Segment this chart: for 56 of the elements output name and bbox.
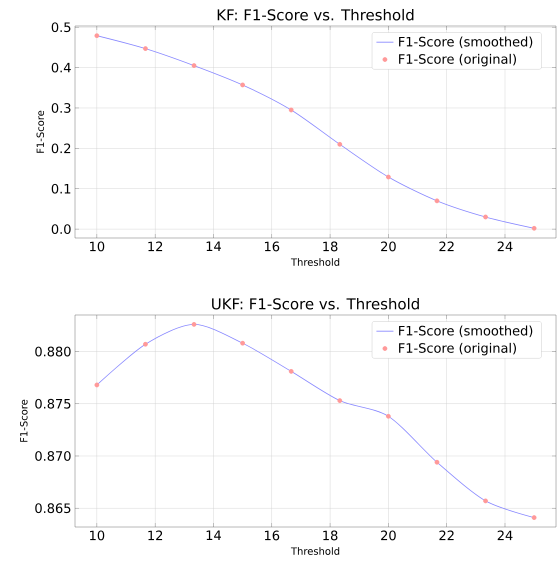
point (192, 322, 196, 327)
x-tick-label: 20 (381, 530, 396, 540)
legend-label: F1-Score (original) (399, 54, 516, 66)
point (483, 498, 488, 504)
point (532, 515, 537, 520)
y-tick-label: 0.865 (35, 503, 70, 514)
point (288, 108, 294, 112)
point (483, 214, 488, 220)
point (386, 414, 391, 419)
x-tick-label: 18 (323, 242, 338, 252)
y-tick-label: 0.4 (52, 62, 71, 72)
x-tick-label: 20 (381, 242, 396, 252)
y-tick-label: 0.1 (52, 184, 70, 194)
y-tick-label: 0.0 (52, 224, 71, 234)
x-tick-label: 18 (323, 530, 338, 540)
x-tick-label: 14 (206, 242, 221, 251)
chart-title: UKF: F1-Score vs. Threshold (212, 298, 419, 310)
x-tick-label: 16 (264, 530, 280, 540)
y-tick-label: 0.870 (35, 451, 71, 461)
x-tick-label: 22 (439, 242, 454, 252)
y-axis-title: F1-Score (36, 110, 44, 153)
x-tick-label: 22 (439, 530, 454, 540)
x-tick-label: 12 (148, 530, 162, 540)
x-tick-label: 10 (90, 530, 104, 540)
point (94, 33, 100, 38)
x-tick-label: 10 (90, 242, 104, 252)
point (143, 46, 148, 52)
legend-label: F1-Score (smoothed) (399, 326, 532, 338)
x-tick-label: 24 (498, 530, 513, 540)
point (288, 368, 294, 374)
point (143, 342, 148, 347)
x-tick-label: 12 (148, 242, 162, 252)
point (94, 382, 100, 388)
y-tick-label: 0.2 (52, 143, 70, 154)
x-axis-title: Threshold (290, 547, 340, 555)
point (532, 226, 537, 231)
point (337, 398, 342, 404)
y-tick-label: 0.875 (35, 398, 70, 409)
y-tick-label: 0.5 (52, 22, 70, 32)
x-tick-label: 14 (206, 530, 221, 540)
legend-label: F1-Score (smoothed) (399, 36, 532, 48)
point (434, 460, 440, 465)
point (386, 174, 391, 180)
point (337, 142, 342, 147)
x-tick-label: 16 (264, 242, 280, 252)
point (192, 63, 196, 68)
point (240, 340, 246, 346)
y-axis-title: F1-Score (20, 400, 28, 442)
chart-title: KF: F1-Score vs. Threshold (218, 8, 414, 21)
point (434, 198, 440, 204)
y-tick-label: 0.880 (35, 346, 71, 356)
legend-label: F1-Score (original) (399, 342, 516, 356)
y-tick-label: 0.3 (52, 103, 70, 113)
point (240, 82, 246, 88)
x-axis-title: Threshold (290, 258, 340, 266)
x-tick-label: 24 (498, 242, 513, 252)
